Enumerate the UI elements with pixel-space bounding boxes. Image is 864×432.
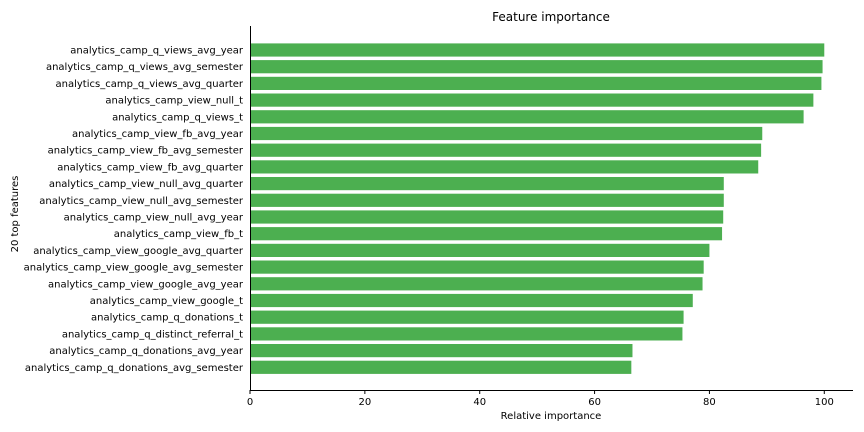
bar-4: [250, 93, 814, 107]
y-axis-label: 20 top features: [10, 176, 21, 253]
x-ticks-group: 0 20 40 60 80 100: [247, 390, 834, 408]
category-label-3: analytics_camp_q_views_avg_quarter: [56, 79, 244, 90]
bar-8: [250, 160, 759, 174]
category-label-1: analytics_camp_q_views_avg_year: [70, 46, 244, 57]
bar-19: [250, 344, 633, 358]
category-label-19: analytics_camp_q_donations_avg_year: [49, 346, 244, 357]
bar-3: [250, 76, 822, 90]
x-tick-label: 40: [473, 397, 486, 408]
category-label-20: analytics_camp_q_donations_avg_semester: [25, 363, 244, 374]
category-label-11: analytics_camp_view_null_avg_year: [64, 213, 244, 224]
bar-18: [250, 327, 683, 341]
bar-9: [250, 177, 724, 191]
x-tick-label: 0: [247, 397, 253, 408]
bar-20: [250, 360, 632, 374]
category-label-4: analytics_camp_view_null_t: [105, 96, 243, 107]
bar-11: [250, 210, 724, 224]
category-label-5: analytics_camp_q_views_t: [112, 112, 243, 123]
x-tick-label: 20: [358, 397, 371, 408]
x-tick-label: 60: [588, 397, 601, 408]
x-axis-label: Relative importance: [501, 411, 602, 422]
bar-13: [250, 243, 710, 257]
bar-10: [250, 193, 724, 207]
bar-15: [250, 277, 703, 291]
category-label-13: analytics_camp_view_google_avg_quarter: [33, 246, 244, 257]
category-label-8: analytics_camp_view_fb_avg_quarter: [57, 162, 244, 173]
category-labels-group: analytics_camp_q_views_avg_year analytics…: [24, 46, 244, 374]
category-label-7: analytics_camp_view_fb_avg_semester: [48, 146, 244, 157]
category-label-14: analytics_camp_view_google_avg_semester: [24, 263, 244, 274]
bar-6: [250, 126, 763, 141]
category-label-16: analytics_camp_view_google_t: [90, 296, 243, 307]
bar-7: [250, 143, 762, 157]
bar-12: [250, 227, 723, 241]
category-label-9: analytics_camp_view_null_avg_quarter: [49, 179, 244, 190]
category-label-18: analytics_camp_q_distinct_referral_t: [62, 329, 243, 340]
bar-2: [250, 60, 823, 74]
bar-5: [250, 110, 804, 124]
x-tick-label: 80: [703, 397, 716, 408]
category-label-2: analytics_camp_q_views_avg_semester: [46, 62, 244, 73]
x-tick-label: 100: [815, 397, 834, 408]
category-label-6: analytics_camp_view_fb_avg_year: [72, 129, 244, 140]
bar-1: [250, 43, 825, 57]
bar-17: [250, 310, 684, 324]
bars-group: [250, 43, 825, 374]
chart-title: Feature importance: [492, 10, 610, 24]
category-label-15: analytics_camp_view_google_avg_year: [48, 279, 244, 290]
category-label-17: analytics_camp_q_donations_t: [91, 313, 243, 324]
category-label-12: analytics_camp_view_fb_t: [114, 229, 243, 240]
category-label-10: analytics_camp_view_null_avg_semester: [39, 196, 244, 207]
bar-16: [250, 293, 693, 308]
bar-14: [250, 260, 704, 274]
